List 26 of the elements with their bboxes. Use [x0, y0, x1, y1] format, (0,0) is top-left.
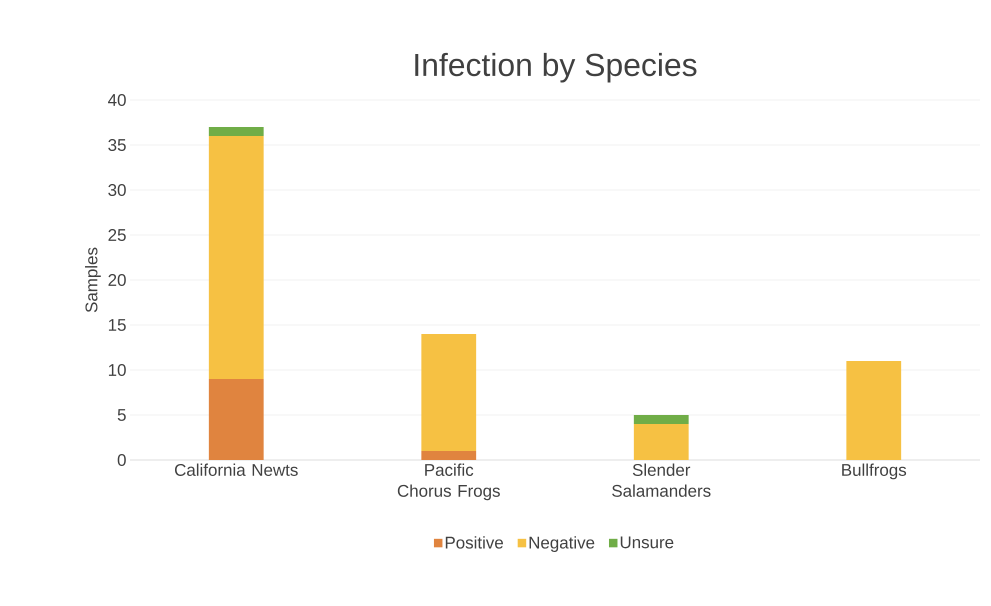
bar — [421, 334, 476, 451]
y-tick-label: 25 — [108, 229, 126, 242]
x-tick-label: Pacific Chorus Frogs — [398, 464, 500, 500]
x-tick-label: California Newts — [174, 464, 298, 476]
y-tick-label: 5 — [118, 409, 126, 421]
x-tick-label: Slender Salamanders — [612, 464, 711, 497]
legend-label: Unsure — [620, 536, 674, 548]
bar — [421, 451, 476, 460]
bar — [208, 127, 264, 136]
bar — [634, 415, 689, 424]
chart-title: Infection by Species — [415, 52, 696, 83]
y-tick-label: 40 — [108, 94, 126, 106]
x-tick-label: Bullfrogs — [842, 464, 906, 480]
y-tick-label: 15 — [108, 319, 126, 331]
legend-label: Negative — [530, 536, 594, 552]
bar — [208, 379, 264, 460]
y-tick-label: 0 — [118, 454, 126, 466]
y-tick-label: 20 — [108, 274, 126, 286]
y-tick-label: 10 — [108, 364, 126, 376]
bar — [846, 361, 902, 460]
legend-label: Positive — [446, 536, 503, 549]
y-axis-title: Samples — [85, 248, 101, 312]
y-tick-label: 35 — [108, 139, 126, 151]
bar — [634, 424, 689, 460]
bar — [208, 136, 264, 379]
y-tick-label: 30 — [108, 184, 126, 196]
